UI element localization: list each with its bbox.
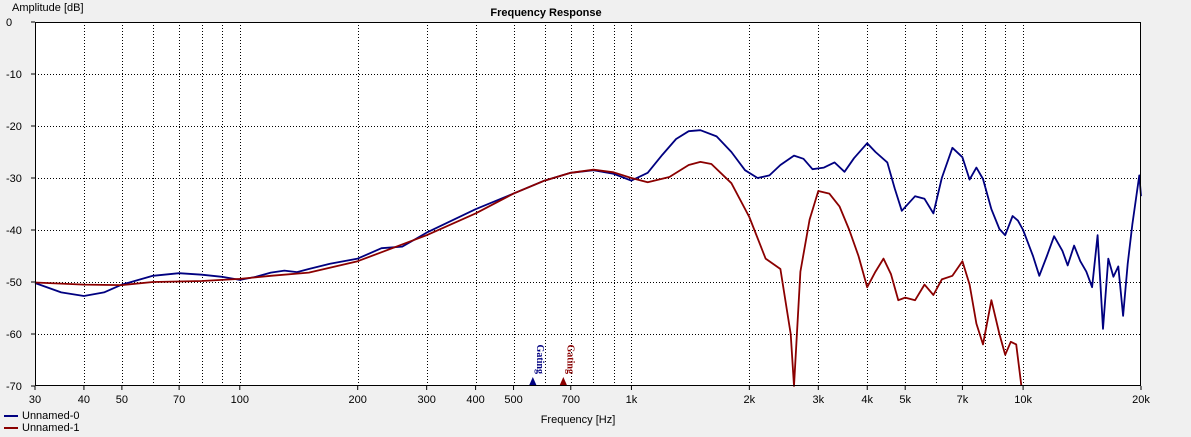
gating-marker-arrow: [528, 377, 537, 386]
x-tick-label: 500: [504, 394, 522, 406]
x-tick-label: 200: [349, 394, 367, 406]
plot-frame: [35, 22, 1141, 386]
y-tick-label: -70: [6, 381, 22, 393]
series-line-1: [34, 160, 1023, 387]
x-tick-label: 300: [417, 394, 435, 406]
x-tick-label: 3k: [812, 394, 824, 406]
x-tick-label: 20k: [1132, 394, 1150, 406]
x-tick-label: 10k: [1014, 394, 1032, 406]
x-tick-label: 70: [173, 394, 185, 406]
gating-marker-label: Gating: [534, 345, 545, 374]
tick-labels: 30 40 50 70 100 200 300 400 500 700 1k 2k 3k 4k 5k 7k 10…: [6, 17, 1150, 406]
chart-title: Frequency Response: [490, 7, 601, 19]
legend-swatch: [4, 415, 18, 418]
y-tick-label: -40: [6, 225, 22, 237]
x-axis-label: Frequency [Hz]: [541, 414, 616, 426]
gating-marker-arrow: [559, 377, 568, 386]
legend-label: Unnamed-0: [22, 410, 80, 422]
y-tick-label: -30: [6, 173, 22, 185]
y-axis-label: Amplitude [dB]: [12, 2, 84, 14]
legend-swatch: [4, 427, 18, 430]
y-tick-label: -10: [6, 69, 22, 81]
series-line-0: [34, 129, 1142, 330]
y-tick-label: 0: [6, 17, 12, 29]
plot-area: [35, 22, 1141, 386]
legend: Unnamed-0 Unnamed-1: [4, 410, 79, 434]
legend-entry: Unnamed-0: [4, 410, 79, 422]
legend-label: Unnamed-1: [22, 422, 80, 434]
y-tick-label: -20: [6, 121, 22, 133]
gating-marker-label: Gating: [564, 345, 575, 374]
x-tick-label: 30: [29, 394, 41, 406]
x-tick-label: 40: [78, 394, 90, 406]
x-tick-label: 5k: [899, 394, 911, 406]
x-tick-label: 2k: [744, 394, 756, 406]
y-tick-label: -50: [6, 277, 22, 289]
x-tick-label: 1k: [626, 394, 638, 406]
legend-entry: Unnamed-1: [4, 422, 79, 434]
x-tick-label: 400: [466, 394, 484, 406]
y-tick-label: -60: [6, 329, 22, 341]
x-tick-label: 100: [231, 394, 249, 406]
series-lines: [34, 129, 1142, 387]
grid: [35, 22, 1141, 386]
x-tick-label: 50: [116, 394, 128, 406]
x-tick-label: 7k: [957, 394, 969, 406]
x-tick-label: 700: [562, 394, 580, 406]
x-tick-label: 4k: [861, 394, 873, 406]
gating-markers: Gating Gating: [528, 345, 575, 386]
